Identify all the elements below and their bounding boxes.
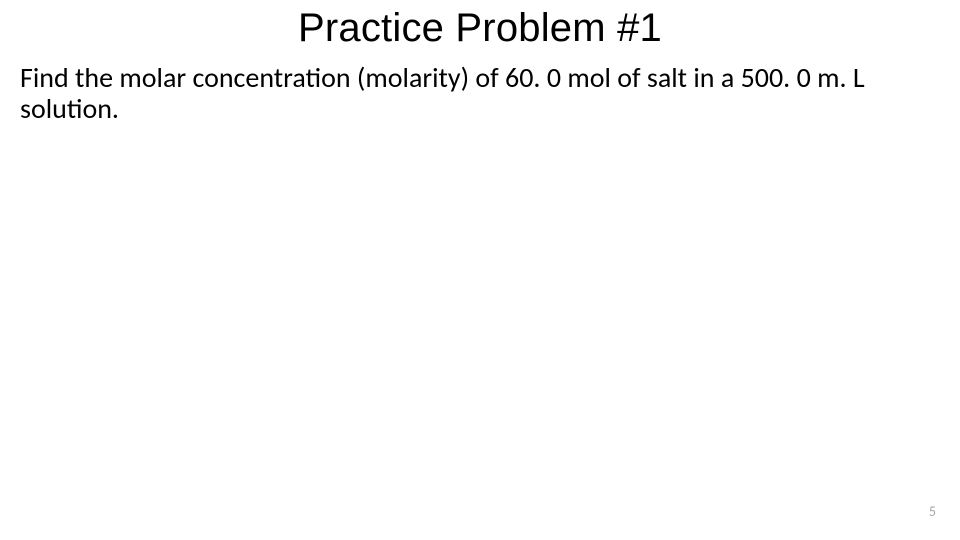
slide-title: Practice Problem #1 [0,0,960,51]
problem-statement: Find the molar concentration (molarity) … [0,51,960,125]
page-number: 5 [929,503,936,520]
